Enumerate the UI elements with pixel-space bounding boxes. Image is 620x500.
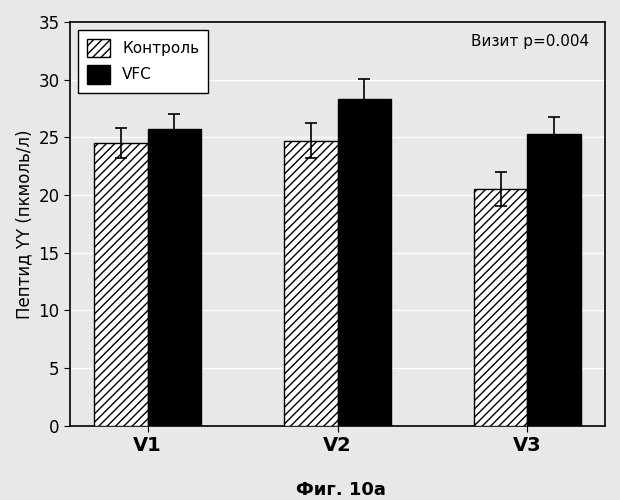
Bar xyxy=(285,141,337,426)
Bar xyxy=(528,134,581,426)
Bar xyxy=(94,143,148,426)
Text: Визит р=0.004: Визит р=0.004 xyxy=(471,34,589,49)
Bar xyxy=(337,100,391,425)
Y-axis label: Пептид YY (пкмоль/л): Пептид YY (пкмоль/л) xyxy=(15,129,33,318)
Bar xyxy=(148,129,201,426)
Legend: Контроль, VFC: Контроль, VFC xyxy=(78,30,208,93)
Text: Фиг. 10а: Фиг. 10а xyxy=(296,481,386,499)
Bar xyxy=(474,189,528,426)
